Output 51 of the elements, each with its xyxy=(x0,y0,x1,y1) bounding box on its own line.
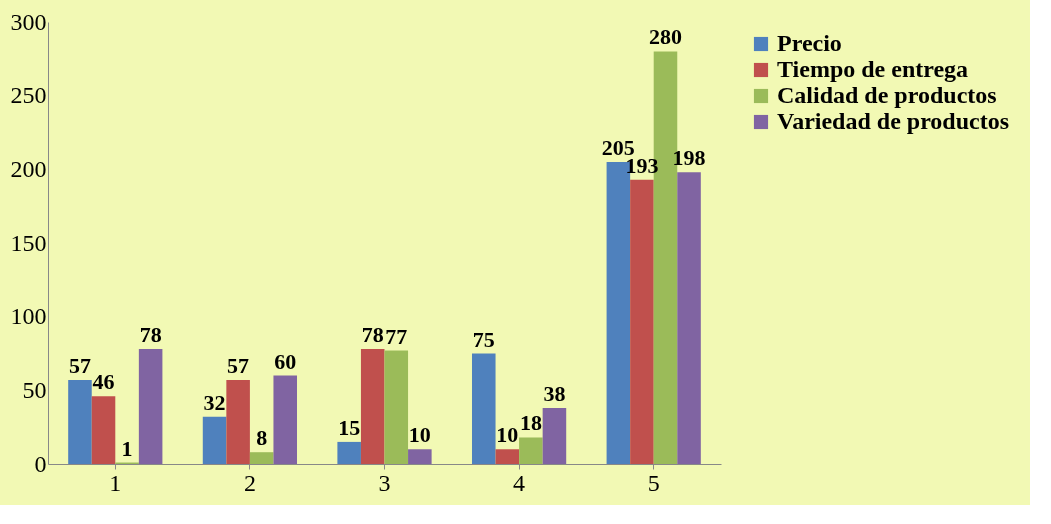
bar xyxy=(202,416,227,464)
data-label: 57 xyxy=(68,353,91,379)
bar xyxy=(519,437,543,464)
data-label: 57 xyxy=(227,353,250,379)
x-tick-label: 2 xyxy=(243,469,256,496)
legend-label: Precio xyxy=(777,30,842,56)
data-label: 46 xyxy=(92,369,115,395)
data-label: 10 xyxy=(496,422,519,448)
y-tick-label: 0 xyxy=(34,450,47,477)
data-label: 32 xyxy=(203,389,226,415)
y-tick-label: 100 xyxy=(10,303,47,330)
x-tick-label: 3 xyxy=(378,469,391,496)
bar xyxy=(68,380,92,464)
bar xyxy=(249,452,274,464)
y-tick-label: 250 xyxy=(10,82,47,109)
y-tick-label: 300 xyxy=(10,8,47,35)
bar xyxy=(360,349,385,464)
bar xyxy=(226,380,250,464)
data-label: 198 xyxy=(672,145,706,171)
bar xyxy=(138,349,163,464)
bar xyxy=(495,449,520,464)
data-label: 78 xyxy=(139,322,162,348)
x-tick-label: 4 xyxy=(513,469,526,496)
bar xyxy=(542,408,567,464)
y-tick-label: 150 xyxy=(10,229,47,256)
bar xyxy=(408,449,432,464)
data-label: 60 xyxy=(274,348,297,374)
bar xyxy=(337,441,361,464)
data-label: 75 xyxy=(472,326,495,352)
data-label: 38 xyxy=(543,381,566,407)
bar xyxy=(384,350,409,464)
legend-label: Calidad de productos xyxy=(777,82,997,108)
data-label: 18 xyxy=(519,410,542,436)
data-label: 8 xyxy=(256,425,268,451)
data-label: 10 xyxy=(408,422,431,448)
x-tick-label: 5 xyxy=(647,469,660,496)
y-tick-label: 50 xyxy=(22,376,47,403)
legend-label: Tiempo de entrega xyxy=(777,56,969,82)
bar xyxy=(273,375,298,464)
bar xyxy=(630,179,654,464)
data-label: 15 xyxy=(338,414,361,440)
data-label: 78 xyxy=(361,322,384,348)
y-tick-label: 200 xyxy=(10,155,47,182)
legend-label: Variedad de productos xyxy=(777,108,1010,134)
x-tick-label: 1 xyxy=(109,469,122,496)
bar xyxy=(471,353,496,464)
data-label: 77 xyxy=(385,323,408,349)
data-label: 280 xyxy=(648,24,682,50)
bar xyxy=(677,172,701,464)
data-label: 1 xyxy=(121,435,133,461)
bar xyxy=(91,396,116,464)
